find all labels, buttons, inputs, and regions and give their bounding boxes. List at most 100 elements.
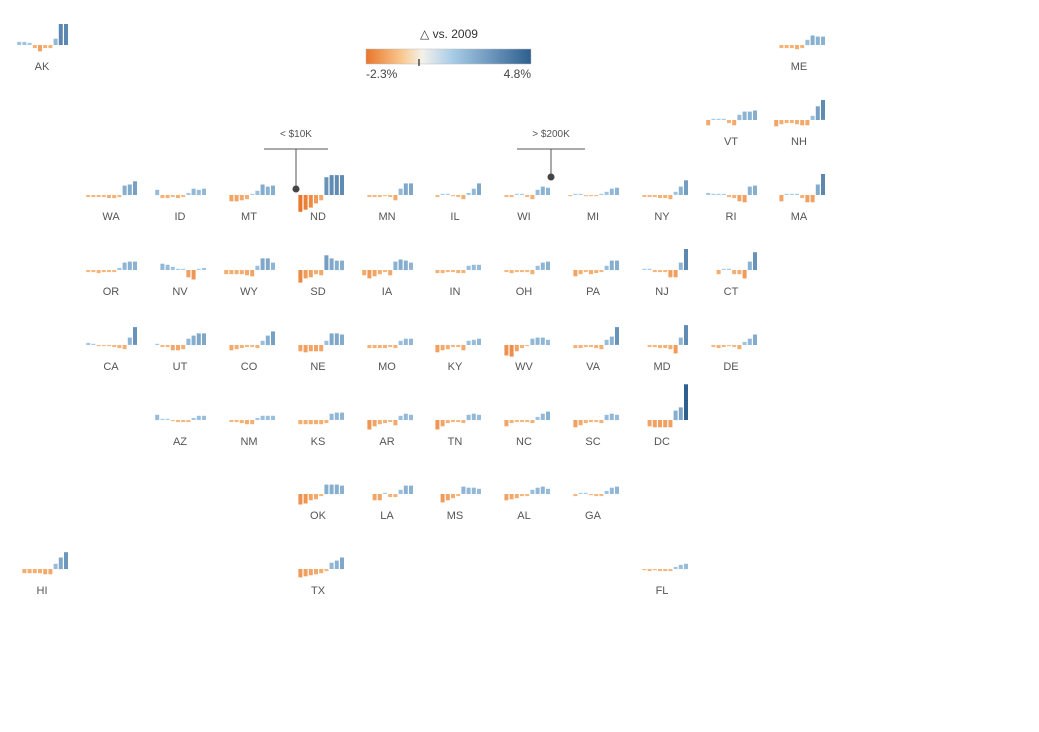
bar-la-7[interactable] [409,485,413,494]
bar-in-3[interactable] [451,270,455,273]
bar-ky-8[interactable] [477,338,481,345]
bar-or-5[interactable] [112,270,117,273]
bar-wa-1[interactable] [91,195,96,198]
bar-ak-9[interactable] [64,24,68,45]
bar-wy-0[interactable] [224,270,229,275]
bar-mo-8[interactable] [409,338,413,345]
bar-md-0[interactable] [647,345,652,348]
bar-wa-3[interactable] [101,195,106,198]
state-tile-ct[interactable]: CT [716,252,757,298]
bar-oh-5[interactable] [530,270,535,275]
bar-wv-7[interactable] [540,337,545,345]
state-tile-il[interactable]: IL [435,183,481,223]
state-tile-in[interactable]: IN [435,264,481,298]
bar-dc-3[interactable] [663,420,668,428]
bar-il-4[interactable] [456,195,461,198]
bar-nv-6[interactable] [191,270,196,280]
bar-ia-8[interactable] [403,260,408,271]
bar-in-5[interactable] [461,270,466,274]
state-tile-wa[interactable]: WA [86,181,137,223]
bar-ct-1[interactable] [721,268,726,270]
bar-mo-3[interactable] [383,345,387,349]
bar-ms-1[interactable] [445,494,450,501]
bar-mo-4[interactable] [388,345,393,348]
bar-co-2[interactable] [239,345,244,349]
bar-ma-6[interactable] [810,195,815,203]
bar-md-4[interactable] [668,345,673,350]
bar-ky-7[interactable] [471,339,476,346]
bar-ms-2[interactable] [451,494,455,499]
state-tile-ga[interactable]: GA [573,486,619,522]
bar-nc-1[interactable] [509,420,514,424]
bar-nc-7[interactable] [540,413,545,420]
bar-nc-8[interactable] [546,411,550,420]
bar-az-3[interactable] [170,420,175,422]
bar-tn-2[interactable] [445,420,450,424]
bar-nd-7[interactable] [334,175,339,195]
bar-ky-6[interactable] [466,340,471,345]
bar-id-1[interactable] [160,195,165,199]
state-tile-md[interactable]: MD [647,325,688,373]
state-tile-de[interactable]: DE [711,334,757,374]
bar-md-7[interactable] [684,325,688,345]
bar-hi-6[interactable] [53,563,58,570]
bar-la-3[interactable] [388,494,393,498]
bar-mi-8[interactable] [609,188,614,195]
bar-vt-7[interactable] [742,111,747,120]
bar-nd-4[interactable] [319,195,324,201]
bar-vt-2[interactable] [716,118,721,120]
bar-az-0[interactable] [155,414,160,421]
bar-id-0[interactable] [155,189,160,196]
bar-az-5[interactable] [181,420,186,423]
bar-vt-0[interactable] [706,120,711,126]
bar-ca-8[interactable] [127,337,132,345]
bar-il-6[interactable] [466,192,471,195]
bar-va-4[interactable] [594,345,599,349]
bar-vt-8[interactable] [747,111,752,120]
bar-ga-6[interactable] [604,490,609,494]
bar-ms-6[interactable] [471,487,476,494]
bar-ri-0[interactable] [706,192,711,195]
state-tile-va[interactable]: VA [573,327,619,373]
bar-nm-7[interactable] [265,415,270,420]
bar-sc-5[interactable] [599,420,604,424]
bar-al-3[interactable] [520,494,524,497]
bar-ri-2[interactable] [716,193,721,195]
bar-ak-3[interactable] [32,45,37,49]
bar-al-0[interactable] [504,494,509,501]
bar-dc-0[interactable] [647,420,652,427]
bar-ks-2[interactable] [308,420,313,425]
bar-tx-5[interactable] [324,569,329,572]
bar-pa-8[interactable] [615,260,619,271]
bar-vt-1[interactable] [711,118,716,120]
bar-nd-2[interactable] [308,195,313,208]
bar-or-2[interactable] [96,270,101,274]
state-tile-nh[interactable]: NH [774,100,825,148]
bar-ia-4[interactable] [383,270,387,273]
bar-ga-2[interactable] [583,492,588,494]
bar-wv-8[interactable] [546,339,550,346]
bar-ks-4[interactable] [319,420,324,425]
bar-mn-7[interactable] [403,183,408,195]
bar-hi-0[interactable] [22,569,27,574]
bar-ri-8[interactable] [747,186,752,195]
bar-ar-5[interactable] [393,420,398,426]
bar-co-4[interactable] [250,345,255,348]
bar-ga-1[interactable] [578,492,583,494]
bar-va-5[interactable] [599,345,604,350]
bar-or-0[interactable] [86,270,91,273]
bar-ny-6[interactable] [673,191,678,195]
bar-me-4[interactable] [800,45,805,49]
bar-ms-0[interactable] [440,494,445,503]
state-tile-tn[interactable]: TN [435,413,481,448]
bar-co-0[interactable] [229,345,234,351]
bar-oh-2[interactable] [514,270,519,273]
bar-ky-0[interactable] [435,345,440,353]
bar-tx-8[interactable] [340,557,344,570]
state-tile-ma[interactable]: MA [779,174,825,223]
bar-ky-3[interactable] [451,345,455,348]
bar-fl-4[interactable] [663,569,668,572]
bar-tn-0[interactable] [435,420,440,430]
bar-mi-7[interactable] [604,191,609,195]
bar-ms-4[interactable] [461,486,466,494]
